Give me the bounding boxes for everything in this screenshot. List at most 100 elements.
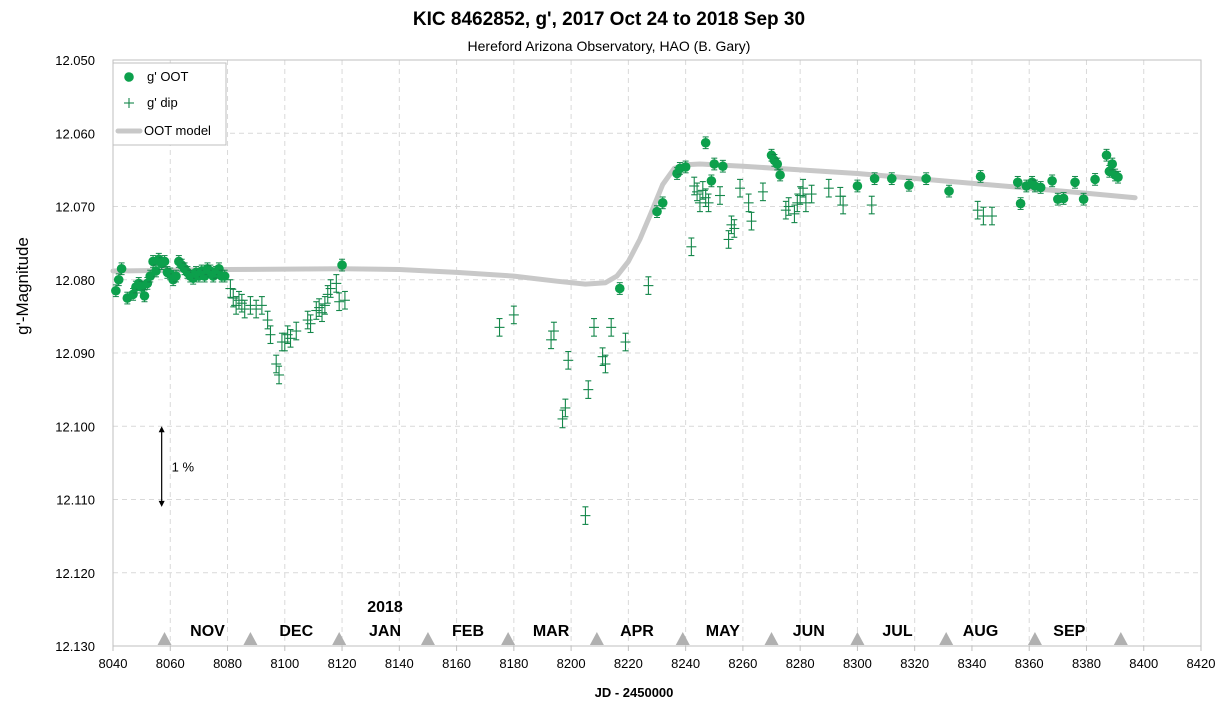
oot-point — [614, 282, 625, 295]
x-tick-label: 8120 — [328, 656, 357, 671]
dip-point — [494, 318, 505, 337]
dip-point — [620, 332, 631, 352]
oot-circle-marker — [700, 137, 711, 148]
oot-circle-marker — [159, 256, 170, 267]
oot-circle-marker — [614, 283, 625, 294]
month-label: 2018 — [367, 599, 403, 616]
dip-point — [245, 296, 256, 315]
scale-bar-label: 1 % — [172, 460, 195, 475]
x-tick-label: 8380 — [1072, 656, 1101, 671]
dip-point — [686, 237, 697, 257]
oot-circle-marker — [944, 186, 954, 196]
x-tick-label: 8420 — [1187, 656, 1216, 671]
oot-point — [657, 196, 668, 210]
dip-point — [339, 290, 350, 310]
legend-item-model: OOT model — [115, 123, 211, 138]
dip-point — [239, 299, 250, 319]
dip-point — [265, 325, 276, 345]
oot-point — [219, 269, 230, 283]
legend-model-label: OOT model — [144, 123, 211, 138]
x-tick-label: 8260 — [728, 656, 757, 671]
oot-point — [700, 136, 711, 150]
oot-circle-marker — [852, 181, 863, 191]
oot-circle-marker — [709, 159, 720, 169]
oot-point — [1078, 192, 1089, 206]
month-label: FEB — [452, 623, 484, 640]
y-tick-label: 12.130 — [55, 639, 95, 654]
month-boundary-triangle — [1113, 632, 1128, 645]
dip-point — [746, 211, 757, 231]
dip-series — [225, 176, 997, 525]
dip-point — [319, 296, 330, 315]
oot-point — [709, 157, 720, 171]
oot-circle-marker — [1012, 177, 1023, 188]
oot-circle-marker — [219, 271, 230, 281]
dip-point — [757, 182, 768, 202]
month-boundary-triangle — [589, 632, 604, 645]
month-label: SEP — [1053, 623, 1085, 640]
dip-point — [274, 365, 285, 385]
y-tick-label: 12.070 — [55, 200, 95, 215]
x-axis-label: JD - 2450000 — [595, 685, 674, 700]
dip-point — [325, 279, 336, 298]
dip-point — [972, 200, 983, 220]
oot-circle-marker — [680, 162, 691, 172]
legend-oot-marker — [124, 72, 134, 82]
y-tick-label: 12.060 — [55, 126, 95, 141]
oot-point — [1113, 170, 1123, 184]
x-tick-label: 8100 — [270, 656, 299, 671]
dip-point — [600, 354, 611, 374]
chart-subtitle: Hereford Arizona Observatory, HAO (B. Ga… — [468, 38, 751, 54]
month-boundary-triangle — [243, 632, 258, 645]
dip-point — [643, 276, 654, 295]
month-boundary-triangle — [675, 632, 690, 645]
oot-circle-marker — [1058, 193, 1069, 204]
dip-point — [735, 178, 746, 198]
dip-point — [866, 195, 877, 215]
oot-point — [680, 160, 691, 174]
x-tick-label: 8320 — [900, 656, 929, 671]
dip-point — [225, 279, 236, 298]
dip-point — [334, 292, 345, 312]
x-tick-label: 8220 — [614, 656, 643, 671]
legend-item-oot: g' OOT — [124, 69, 189, 84]
dip-point — [583, 380, 594, 399]
dip-point — [557, 409, 568, 429]
oot-circle-marker — [921, 173, 931, 184]
y-tick-label: 12.120 — [55, 566, 95, 581]
x-tick-label: 8300 — [843, 656, 872, 671]
oot-circle-marker — [886, 173, 897, 184]
oot-point — [139, 289, 150, 303]
oot-point — [1015, 197, 1026, 210]
month-label: MAR — [533, 623, 570, 640]
oot-point — [1035, 181, 1046, 194]
month-label: JAN — [369, 623, 401, 640]
dip-point — [795, 186, 806, 205]
oot-circle-marker — [1070, 177, 1080, 188]
month-boundary-triangle — [420, 632, 435, 645]
dip-point — [560, 398, 571, 418]
oot-point — [159, 255, 170, 268]
legend-item-dip: g' dip — [124, 95, 178, 110]
dip-point — [285, 329, 296, 348]
dip-point — [256, 296, 267, 315]
oot-point — [652, 205, 662, 218]
oot-point — [116, 262, 127, 276]
dip-point — [783, 197, 794, 216]
oot-point — [772, 157, 783, 171]
oot-point — [1012, 175, 1023, 189]
dip-point — [703, 193, 714, 213]
x-tick-label: 8240 — [671, 656, 700, 671]
dip-point — [580, 506, 591, 525]
oot-circle-marker — [1113, 172, 1123, 182]
x-tick-label: 8340 — [957, 656, 986, 671]
oot-point — [706, 174, 717, 188]
legend-oot-label: g' OOT — [147, 69, 189, 84]
oot-circle-marker — [869, 173, 880, 184]
y-tick-label: 12.100 — [55, 419, 95, 434]
dip-point — [823, 178, 834, 198]
month-boundary-triangle — [1027, 632, 1042, 645]
dip-point — [606, 318, 617, 337]
y-tick-label: 12.080 — [55, 273, 95, 288]
